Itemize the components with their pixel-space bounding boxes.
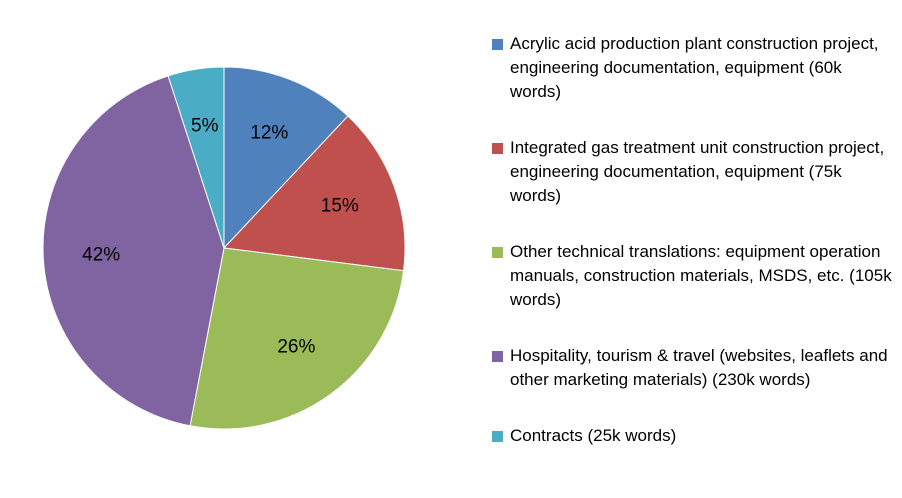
- legend-swatch: [492, 247, 503, 258]
- pie-slice: [42, 75, 225, 427]
- slice-data-label: 5%: [191, 115, 219, 136]
- legend-label: Other technical translations: equipment …: [510, 242, 892, 309]
- legend-label: Hospitality, tourism & travel (websites,…: [510, 346, 888, 389]
- legend-label: Contracts (25k words): [510, 426, 677, 445]
- pie-slice: [167, 66, 225, 249]
- legend-swatch: [492, 143, 503, 154]
- legend-label: Integrated gas treatment unit constructi…: [510, 138, 885, 205]
- legend: Acrylic acid production plant constructi…: [492, 32, 897, 480]
- legend-item: Integrated gas treatment unit constructi…: [492, 136, 897, 208]
- slice-data-label: 15%: [321, 195, 359, 216]
- pie-slice: [189, 247, 405, 430]
- pie-slice: [223, 66, 349, 250]
- legend-item: Acrylic acid production plant constructi…: [492, 32, 897, 104]
- slice-data-label: 42%: [82, 245, 120, 266]
- legend-swatch: [492, 431, 503, 442]
- legend-item: Hospitality, tourism & travel (websites,…: [492, 344, 897, 392]
- legend-swatch: [492, 351, 503, 362]
- slice-data-label: 12%: [250, 123, 288, 144]
- slice-data-label: 26%: [277, 337, 315, 358]
- legend-item: Other technical translations: equipment …: [492, 240, 897, 312]
- legend-swatch: [492, 39, 503, 50]
- legend-label: Acrylic acid production plant constructi…: [510, 34, 879, 101]
- pie-slice: [222, 115, 406, 272]
- legend-item: Contracts (25k words): [492, 424, 897, 448]
